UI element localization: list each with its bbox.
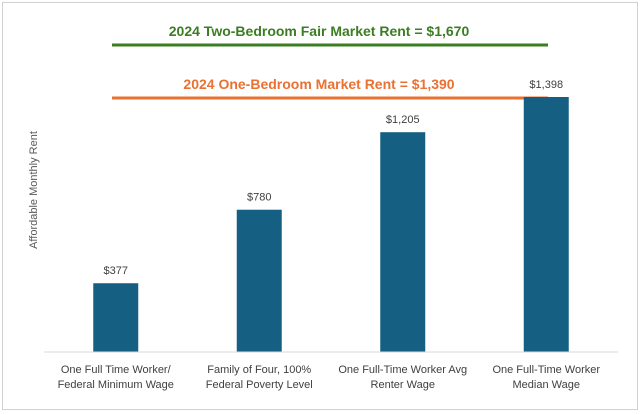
data-label-4: $1,398 <box>529 79 563 91</box>
category-label-3-line-1: One Full-Time Worker Avg <box>338 364 467 376</box>
reference-line-label-1: 2024 Two-Bedroom Fair Market Rent = $1,6… <box>169 23 470 39</box>
category-label-3-line-2: Renter Wage <box>371 379 435 391</box>
bar-1 <box>93 283 139 352</box>
data-label-1: $377 <box>104 265 128 277</box>
category-label-4-line-1: One Full-Time Worker <box>492 364 600 376</box>
data-label-3: $1,205 <box>386 114 420 126</box>
reference-line-label-2: 2024 One-Bedroom Market Rent = $1,390 <box>183 76 454 92</box>
bar-3 <box>380 132 426 352</box>
category-label-1-line-2: Federal Minimum Wage <box>58 379 174 391</box>
category-label-2-line-1: Family of Four, 100% <box>207 364 311 376</box>
data-label-2: $780 <box>247 192 271 204</box>
category-label-1-line-1: One Full Time Worker/ <box>61 364 172 376</box>
bar-4 <box>523 97 569 352</box>
category-label-4-line-2: Median Wage <box>513 379 580 391</box>
bar-2 <box>236 209 282 352</box>
y-axis-label: Affordable Monthly Rent <box>28 131 40 249</box>
category-label-2-line-2: Federal Poverty Level <box>206 379 313 391</box>
